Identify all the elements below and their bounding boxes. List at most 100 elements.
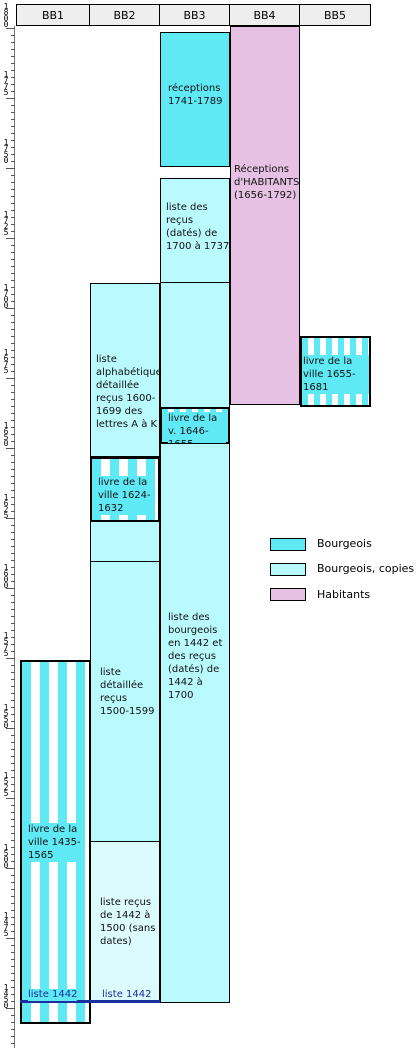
ruler-tick xyxy=(11,847,15,848)
ruler-tick xyxy=(11,910,15,911)
ruler-tick xyxy=(6,1008,15,1009)
ruler-tick xyxy=(11,987,15,988)
bb3-receptions-label: réceptions 1741-1789 xyxy=(168,83,223,107)
bb4-hab-label: Réceptions d'HABITANTS (1656-1792) xyxy=(234,164,300,201)
ruler-label-1575: 1 5 7 5 xyxy=(3,631,9,658)
ruler-tick xyxy=(11,420,15,421)
ruler-tick xyxy=(11,784,15,785)
ruler-tick xyxy=(11,1022,15,1023)
ruler-tick xyxy=(11,581,15,582)
ruler-tick xyxy=(11,1036,15,1037)
ruler-tick xyxy=(11,882,15,883)
ruler-tick xyxy=(11,812,15,813)
ruler-tick xyxy=(11,504,15,505)
bb3-recus-label: liste des reçus (datés) de 1700 à 1737 xyxy=(166,202,230,252)
ruler-tick xyxy=(11,469,15,470)
ruler-label-1700: 1 7 0 0 xyxy=(3,283,9,310)
ruler-tick xyxy=(11,140,15,141)
legend-label-habitants: Habitants xyxy=(317,588,371,601)
ruler-tick xyxy=(11,196,15,197)
bb5-livre-label: livre de la ville 1655-1681 xyxy=(303,355,369,394)
ruler-label-1600: 1 6 0 0 xyxy=(3,563,9,590)
ruler-tick xyxy=(11,210,15,211)
ruler-label-1725: 1 7 2 5 xyxy=(3,210,9,237)
bb1-livre-label: livre de la ville 1435-1565 xyxy=(28,823,84,862)
ruler-tick xyxy=(11,189,15,190)
ruler-tick xyxy=(11,875,15,876)
ruler-tick xyxy=(11,350,15,351)
ruler-tick xyxy=(11,609,15,610)
bb3-receptions-block xyxy=(160,32,230,167)
ruler-tick xyxy=(6,938,15,939)
column-header-bb1: BB1 xyxy=(16,4,90,26)
ruler-tick xyxy=(11,826,15,827)
ruler-label-1650: 1 6 5 0 xyxy=(3,421,9,448)
ruler-tick xyxy=(6,98,15,99)
ruler-tick xyxy=(11,77,15,78)
ruler-tick xyxy=(11,665,15,666)
ruler-tick xyxy=(11,112,15,113)
ruler-tick xyxy=(11,385,15,386)
ruler-tick xyxy=(11,105,15,106)
ruler-tick xyxy=(11,903,15,904)
ruler-tick xyxy=(11,770,15,771)
ruler-tick xyxy=(11,35,15,36)
bb2-liste-1442-line xyxy=(90,1000,160,1003)
ruler-tick xyxy=(11,644,15,645)
ruler-label-1525: 1 5 2 5 xyxy=(3,771,9,798)
ruler-tick xyxy=(11,623,15,624)
ruler-tick xyxy=(11,441,15,442)
ruler-label-1800: 1 8 0 0 xyxy=(3,2,9,29)
ruler-tick xyxy=(6,868,15,869)
ruler-tick xyxy=(11,273,15,274)
ruler-tick xyxy=(6,728,15,729)
ruler-tick xyxy=(11,245,15,246)
ruler-tick xyxy=(11,525,15,526)
ruler-tick xyxy=(11,700,15,701)
ruler-tick xyxy=(11,175,15,176)
legend-swatch-bourgeois-copies xyxy=(270,563,306,576)
year-ruler-axis xyxy=(14,26,15,1048)
ruler-tick xyxy=(11,833,15,834)
ruler-tick xyxy=(11,427,15,428)
ruler-label-1450: 1 4 5 0 xyxy=(3,983,9,1010)
legend-label-bourgeois: Bourgeois xyxy=(317,537,372,550)
ruler-label-1675: 1 6 7 5 xyxy=(3,348,9,375)
bb2-gap-block xyxy=(90,521,160,562)
legend-label-bourgeois-copies: Bourgeois, copies xyxy=(317,562,415,575)
ruler-tick xyxy=(11,532,15,533)
ruler-tick xyxy=(11,539,15,540)
ruler-tick xyxy=(11,406,15,407)
ruler-tick xyxy=(11,91,15,92)
ruler-tick xyxy=(11,42,15,43)
ruler-tick xyxy=(11,994,15,995)
ruler-tick xyxy=(11,343,15,344)
ruler-tick xyxy=(6,308,15,309)
ruler-tick xyxy=(11,161,15,162)
ruler-tick xyxy=(6,588,15,589)
ruler-tick xyxy=(11,252,15,253)
ruler-tick xyxy=(6,518,15,519)
bb4-receptions-habitants-block xyxy=(230,26,300,405)
ruler-tick xyxy=(11,182,15,183)
ruler-tick xyxy=(11,931,15,932)
ruler-tick xyxy=(11,462,15,463)
bb2-livre-label: livre de la ville 1624-1632 xyxy=(98,476,154,515)
ruler-tick xyxy=(11,805,15,806)
ruler-tick xyxy=(11,357,15,358)
ruler-tick xyxy=(11,672,15,673)
ruler-tick xyxy=(11,896,15,897)
ruler-tick xyxy=(6,238,15,239)
ruler-tick xyxy=(11,483,15,484)
ruler-label-1625: 1 6 2 5 xyxy=(3,493,9,520)
ruler-tick xyxy=(11,546,15,547)
ruler-tick xyxy=(11,1043,15,1044)
ruler-tick xyxy=(11,301,15,302)
ruler-tick xyxy=(11,119,15,120)
bb2-liste-detaillee-block xyxy=(90,561,160,842)
ruler-tick xyxy=(11,217,15,218)
ruler-tick xyxy=(11,70,15,71)
ruler-tick xyxy=(11,980,15,981)
ruler-tick xyxy=(11,336,15,337)
ruler-tick xyxy=(6,378,15,379)
